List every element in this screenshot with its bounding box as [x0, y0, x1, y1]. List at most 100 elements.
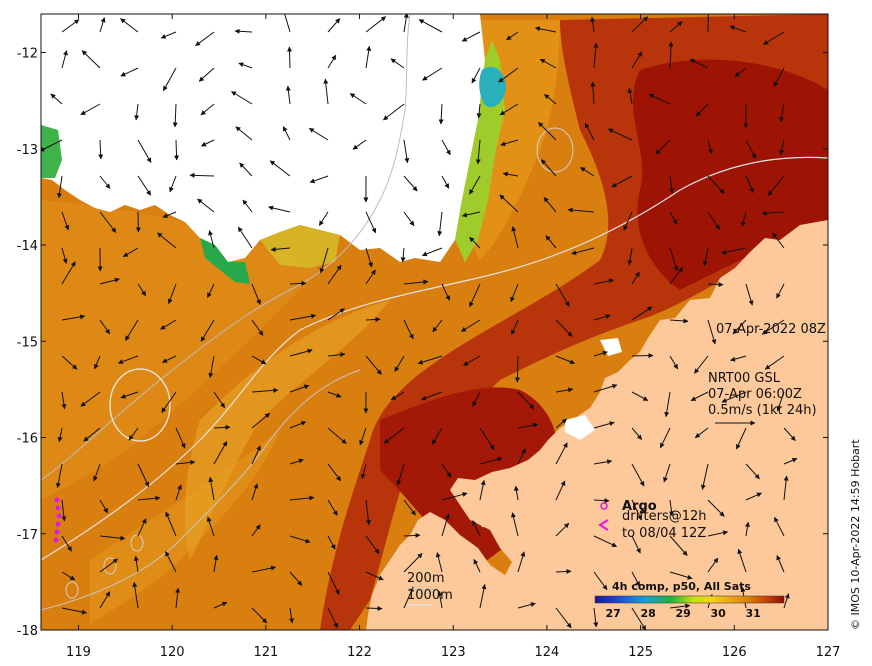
current-arrow	[555, 480, 566, 501]
current-arrow	[318, 211, 329, 226]
current-arrow	[631, 306, 653, 321]
current-arrow	[631, 571, 641, 587]
current-arrow	[543, 196, 557, 213]
current-arrow	[160, 319, 177, 330]
current-arrow	[479, 456, 503, 465]
colorbar-tick-label: 29	[675, 607, 691, 620]
colorbar-tick-label: 28	[640, 607, 656, 620]
isobath-ring-2	[536, 127, 574, 173]
current-arrow	[702, 247, 709, 267]
current-arrow	[593, 314, 611, 321]
current-arrow	[120, 18, 139, 33]
current-arrow	[737, 548, 747, 573]
current-arrow	[607, 128, 633, 141]
current-arrow	[730, 355, 747, 362]
drifters-until-label: to 08/04 12Z	[622, 526, 707, 541]
current-arrow	[208, 230, 215, 249]
current-arrow	[655, 139, 671, 155]
current-arrow	[234, 28, 253, 34]
current-arrow	[631, 463, 645, 487]
current-arrow	[729, 25, 747, 33]
current-arrow	[555, 319, 573, 337]
current-arrow	[327, 18, 341, 33]
lon-tick-label: 122	[347, 645, 372, 660]
current-arrow	[631, 353, 654, 359]
current-arrow	[208, 355, 215, 379]
current-arrow	[659, 427, 671, 449]
current-arrow	[161, 355, 177, 363]
current-arrow	[327, 352, 346, 358]
current-arrow	[611, 175, 633, 188]
current-arrow	[365, 316, 381, 322]
current-arrow	[555, 442, 568, 465]
current-arrow	[289, 384, 310, 393]
cloud-green-edge	[200, 238, 250, 284]
lon-tick-label: 120	[160, 645, 185, 660]
current-arrow	[593, 350, 608, 357]
current-arrow	[734, 67, 747, 78]
current-arrow	[593, 498, 610, 504]
current-arrow	[251, 524, 261, 537]
current-arrow	[120, 67, 139, 77]
current-arrow	[213, 554, 219, 573]
current-arrow	[137, 139, 152, 163]
current-arrow	[707, 175, 725, 194]
current-arrow	[61, 261, 76, 285]
current-arrow	[238, 62, 253, 69]
current-arrow	[172, 103, 178, 128]
current-arrow	[707, 499, 725, 517]
sst-pale-band	[41, 200, 320, 500]
current-arrow	[56, 175, 63, 199]
current-arrow	[83, 427, 101, 442]
current-arrow	[627, 87, 633, 105]
current-arrow	[517, 391, 535, 410]
isobath-200m-2	[41, 369, 361, 611]
current-arrow	[511, 512, 519, 537]
colorbar	[594, 595, 785, 604]
lon-tick-label: 125	[628, 645, 653, 660]
current-arrow	[590, 16, 596, 33]
current-arrow	[502, 171, 519, 177]
current-arrow	[473, 558, 481, 573]
current-arrow	[403, 279, 429, 285]
current-arrow	[327, 264, 342, 285]
current-arrow	[365, 571, 384, 581]
current-arrow	[268, 205, 291, 213]
current-arrow	[174, 139, 180, 161]
current-arrow	[251, 565, 276, 573]
current-arrow	[669, 499, 674, 517]
current-arrow	[689, 58, 709, 69]
argo-label: Argo	[622, 499, 657, 514]
current-arrows	[41, 14, 798, 630]
current-arrow	[707, 319, 717, 345]
plot-frame	[40, 13, 829, 631]
current-arrow	[99, 558, 119, 573]
current-arrow	[631, 535, 641, 554]
current-arrow	[555, 387, 574, 393]
current-arrow	[117, 355, 139, 365]
current-arrow	[745, 492, 762, 501]
current-arrow	[517, 551, 526, 573]
date-label: 07-Apr-2022 08Z	[716, 322, 826, 337]
current-arrow	[231, 91, 253, 105]
current-arrow	[61, 211, 70, 231]
current-arrow	[555, 522, 570, 537]
drifters-label: drifters@12h	[622, 509, 707, 524]
current-arrow	[251, 319, 264, 336]
current-arrow	[469, 175, 481, 195]
current-arrow	[99, 277, 120, 285]
cloud-cyan-patch	[479, 66, 506, 108]
current-arrow	[631, 499, 642, 521]
current-arrow	[538, 121, 557, 141]
isobath-1000m	[41, 156, 828, 561]
current-arrow	[623, 211, 633, 231]
current-arrow	[469, 236, 481, 249]
lat-tick-label: -16	[17, 432, 38, 447]
current-arrow	[740, 211, 747, 227]
current-arrow	[593, 278, 615, 285]
current-arrow	[500, 139, 519, 147]
current-arrow	[631, 51, 643, 69]
current-arrow	[767, 175, 785, 196]
lon-tick-label: 119	[66, 645, 91, 660]
current-arrow	[736, 427, 747, 450]
